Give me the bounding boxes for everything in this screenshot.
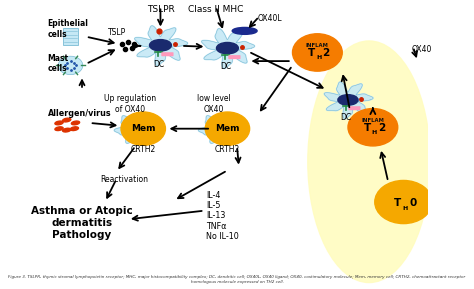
FancyBboxPatch shape [228, 55, 240, 59]
FancyBboxPatch shape [63, 28, 78, 45]
Polygon shape [198, 114, 240, 143]
Text: Up regulation
of OX40: Up regulation of OX40 [104, 94, 156, 114]
Text: CRTH2: CRTH2 [215, 145, 240, 154]
Ellipse shape [338, 95, 358, 105]
Text: 2: 2 [378, 123, 385, 133]
Text: Asthma or Atopic
dermatitis
Pathology: Asthma or Atopic dermatitis Pathology [31, 206, 133, 240]
Text: T: T [308, 48, 316, 58]
Circle shape [348, 109, 398, 146]
Ellipse shape [308, 41, 430, 283]
Polygon shape [114, 114, 156, 143]
Text: Reactivation: Reactivation [100, 175, 148, 184]
Text: T: T [364, 123, 371, 133]
Ellipse shape [55, 121, 63, 125]
Polygon shape [135, 26, 188, 66]
Ellipse shape [149, 40, 172, 51]
Text: Mem: Mem [215, 124, 240, 133]
Ellipse shape [217, 42, 238, 54]
Text: IL-4
IL-5
IL-13
TNFα
No IL-10: IL-4 IL-5 IL-13 TNFα No IL-10 [206, 190, 239, 241]
Circle shape [58, 56, 83, 75]
Text: INFLAM: INFLAM [306, 43, 329, 48]
FancyBboxPatch shape [223, 135, 234, 139]
Text: OX40L: OX40L [258, 14, 283, 23]
Ellipse shape [55, 127, 63, 131]
Text: Mem: Mem [131, 124, 155, 133]
FancyBboxPatch shape [348, 106, 361, 110]
Text: Allergen/virus: Allergen/virus [47, 109, 111, 118]
Text: CRTH2: CRTH2 [131, 145, 156, 154]
Circle shape [205, 112, 250, 145]
Text: TSLP: TSLP [108, 28, 126, 37]
Text: DC: DC [153, 60, 164, 69]
Polygon shape [324, 82, 373, 119]
Text: Mast
cells: Mast cells [47, 54, 69, 73]
Ellipse shape [127, 124, 144, 133]
Text: T: T [393, 198, 401, 208]
Circle shape [292, 34, 342, 71]
Ellipse shape [63, 128, 71, 132]
Circle shape [121, 112, 165, 145]
Text: low level
OX40: low level OX40 [197, 94, 231, 114]
Text: DC: DC [221, 62, 232, 71]
Text: TSLPR: TSLPR [146, 5, 174, 14]
Text: Class II MHC: Class II MHC [188, 5, 244, 14]
Text: INFLAM: INFLAM [361, 118, 384, 123]
Text: 0: 0 [410, 198, 417, 208]
Text: Epithelial
cells: Epithelial cells [47, 19, 89, 39]
Ellipse shape [210, 124, 228, 133]
Text: 2: 2 [322, 48, 330, 58]
FancyBboxPatch shape [161, 52, 173, 56]
Text: DC: DC [340, 113, 352, 122]
Text: Figure 3. TSLPR, thymic stromal lymphopoietin receptor; MHC, major histocompatib: Figure 3. TSLPR, thymic stromal lymphopo… [9, 275, 465, 284]
Polygon shape [201, 29, 255, 68]
Ellipse shape [72, 121, 80, 125]
Text: OX40: OX40 [411, 45, 431, 54]
FancyBboxPatch shape [138, 135, 150, 139]
Text: H: H [316, 55, 321, 60]
Text: H: H [372, 130, 377, 135]
Ellipse shape [63, 118, 71, 122]
Circle shape [375, 180, 432, 224]
Ellipse shape [232, 27, 257, 34]
Ellipse shape [70, 127, 79, 131]
Text: H: H [402, 205, 408, 211]
